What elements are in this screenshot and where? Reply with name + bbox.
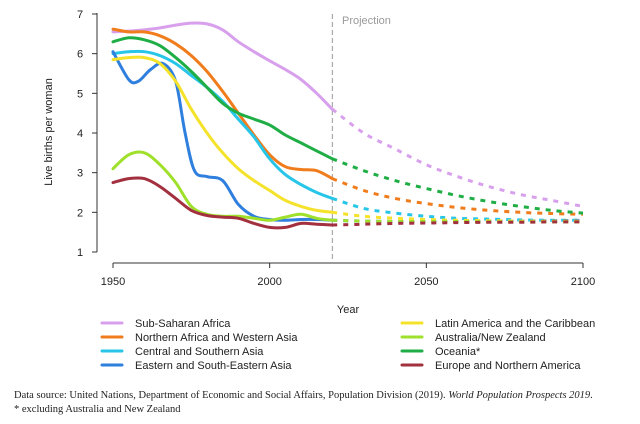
y-tick-label: 3: [77, 168, 83, 180]
series-line-oceania: [111, 36, 334, 161]
x-tick-label: 2050: [414, 276, 438, 288]
x-tick-label: 2000: [257, 276, 281, 288]
source-suffix: .: [590, 390, 593, 401]
series-line-latin-america-and-the-caribbean: [111, 55, 334, 214]
y-tick-label: 1: [77, 247, 83, 259]
legend-label-latin-america-and-the-caribbean: Latin America and the Caribbean: [435, 318, 595, 330]
y-axis-label: Live births per woman: [43, 78, 55, 186]
y-tick-label: 5: [77, 88, 83, 100]
series-line-northern-africa-and-western-asia: [111, 27, 334, 181]
series-projection-sub-saharan-africa: [331, 108, 584, 208]
y-tick-label: 2: [77, 207, 83, 219]
source-prefix: Data source: United Nations, Department …: [14, 390, 449, 401]
x-tick-label: 2100: [571, 276, 595, 288]
legend-label-europe-and-northern-america: Europe and Northern America: [435, 360, 581, 372]
legend: Sub-Saharan Africa Northern Africa and We…: [100, 318, 595, 372]
legend-label-australia-new-zealand: Australia/New Zealand: [435, 332, 546, 344]
legend-label-sub-saharan-africa: Sub-Saharan Africa: [135, 318, 231, 330]
series-line-sub-saharan-africa: [111, 21, 334, 111]
series-line-europe-and-northern-america: [111, 176, 334, 230]
footnote: * excluding Australia and New Zealand: [14, 404, 181, 415]
source-note: Data source: United Nations, Department …: [14, 389, 629, 417]
x-axis-label: Year: [337, 304, 360, 316]
axes: [96, 13, 583, 264]
legend-label-eastern-and-south-eastern-asia: Eastern and South-Eastern Asia: [135, 360, 292, 372]
projection-label: Projection: [342, 15, 391, 27]
y-ticks: 1 2 3 4 5 6 7: [77, 9, 97, 259]
series-projection-oceania: [331, 157, 584, 215]
series-projection-europe-and-northern-america: [332, 220, 584, 227]
legend-label-central-and-southern-asia: Central and Southern Asia: [135, 346, 264, 358]
series-line-eastern-and-south-eastern-asia: [111, 50, 334, 222]
source-title: World Population Prospects 2019: [448, 390, 591, 401]
series-lines: [111, 21, 584, 230]
y-tick-label: 6: [77, 49, 83, 61]
legend-label-northern-africa-and-western-asia: Northern Africa and Western Asia: [135, 332, 298, 344]
legend-label-oceania: Oceania*: [435, 346, 481, 358]
series-line-central-and-southern-asia: [111, 49, 334, 200]
y-tick-label: 7: [77, 9, 83, 21]
y-tick-label: 4: [77, 128, 83, 140]
series-line-australia-new-zealand: [111, 150, 334, 222]
series-projection-northern-africa-and-western-asia: [331, 177, 584, 216]
x-ticks: 1950 2000 2050 2100: [101, 263, 595, 288]
source-citation: Data source: United Nations, Department …: [14, 389, 629, 403]
x-tick-label: 1950: [101, 276, 125, 288]
